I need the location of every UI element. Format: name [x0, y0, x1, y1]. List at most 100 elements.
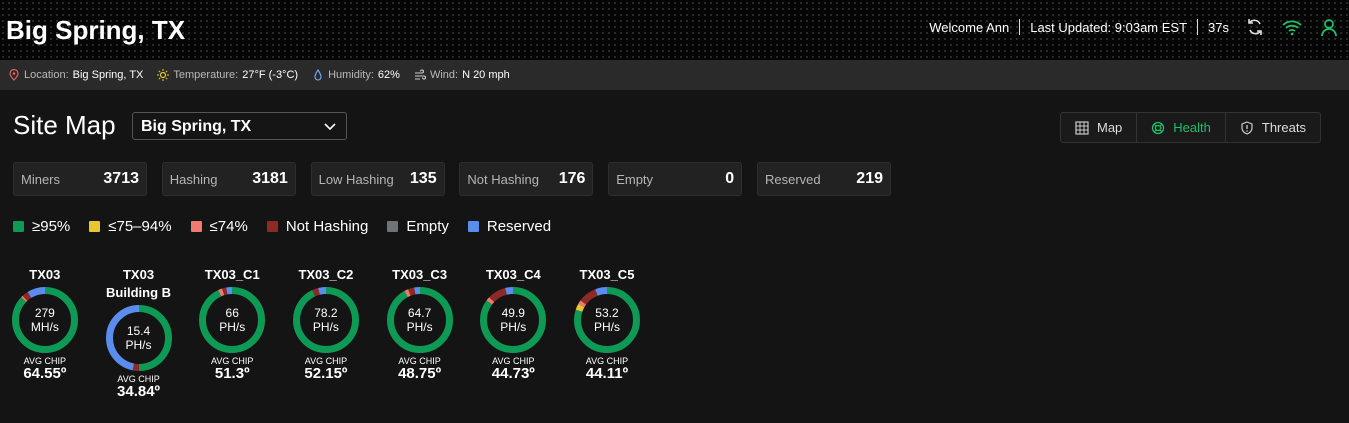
condition: Humidity: 62%	[312, 69, 400, 81]
legend-swatch	[266, 221, 278, 232]
stat-card: Low Hashing 135	[310, 162, 445, 196]
donut-segment	[11, 287, 78, 353]
page-title: Site Map	[13, 110, 116, 140]
legend-swatch	[467, 221, 479, 232]
legend-item: Empty	[387, 218, 449, 235]
hashrate: 64.7	[407, 306, 432, 320]
condition-label: Location:	[24, 69, 69, 81]
avg-chip-value: 64.55º	[23, 365, 67, 382]
view-tab[interactable]: Threats	[1226, 113, 1320, 142]
legend-swatch	[13, 221, 24, 232]
condition-value: 27°F (-3°C)	[242, 69, 299, 81]
condition-label: Temperature:	[173, 69, 239, 81]
hashrate-unit: PH/s	[406, 320, 433, 334]
tab-icon	[1075, 120, 1089, 135]
stat-card: Miners 3713	[13, 162, 147, 196]
legend-label: Reserved	[486, 218, 552, 235]
avg-chip-label: AVG CHIP	[211, 356, 254, 366]
stat-card: Not Hashing 176	[459, 162, 594, 196]
tab-icon	[1241, 120, 1253, 135]
donut-center: 49.9 PH/s	[480, 306, 546, 334]
legend-label: ≤75–94%	[108, 218, 172, 235]
site[interactable]: TX03 Building B 15.4 PH/s AVG CHIP 34.84º	[92, 266, 186, 400]
donut-chart	[11, 287, 78, 353]
donut-center: 279 MH/s	[12, 306, 78, 334]
last-updated: Last Updated: 9:03am EST	[1030, 19, 1188, 35]
view-tab[interactable]: Map	[1061, 113, 1138, 142]
condition-value: N 20 mph	[462, 69, 510, 81]
legend-item: ≥95%	[13, 218, 70, 235]
wifi-icon[interactable]	[1281, 17, 1303, 37]
hashrate-unit: PH/s	[312, 320, 339, 334]
site[interactable]: TX03_C3 64.7 PH/s AVG CHIP 48.75º	[373, 266, 467, 400]
site-name: TX03_C5	[579, 267, 635, 282]
stat-card: Empty 0	[608, 162, 743, 196]
hashrate-unit: PH/s	[125, 338, 152, 352]
donut: 279 MH/s	[11, 287, 78, 353]
legend-item: Reserved	[467, 218, 552, 235]
condition-icon	[414, 69, 426, 80]
conditions-bar: Location: Big Spring, TX Temperature: 27°F …	[0, 60, 1349, 90]
condition-icon	[314, 69, 322, 81]
site[interactable]: TX03_C2 78.2 PH/s AVG CHIP 52.15º	[279, 266, 373, 400]
site-name: TX03 Building B	[106, 267, 172, 300]
condition-label: Humidity:	[328, 69, 374, 81]
site-list: TX03 279 MH/s AVG CHIP 64.55º TX03 Building B…	[0, 266, 654, 400]
tab-icon	[1152, 121, 1165, 134]
hashrate: 66	[225, 306, 239, 320]
legend-label: Not Hashing	[285, 218, 369, 235]
separator	[1019, 19, 1021, 35]
avg-chip-label: AVG CHIP	[117, 374, 160, 384]
hashrate: 78.2	[314, 306, 338, 320]
user-icon[interactable]	[1319, 17, 1339, 37]
site-name: TX03_C2	[298, 267, 354, 282]
stat-label: Miners	[21, 171, 61, 187]
refresh-icon[interactable]	[1245, 17, 1265, 37]
donut: 78.2 PH/s	[292, 287, 359, 353]
tab-label: Map	[1097, 120, 1123, 135]
legend-item: ≤74%	[190, 218, 248, 235]
avg-chip-label: AVG CHIP	[304, 356, 348, 366]
stat-card: Reserved 219	[757, 162, 891, 196]
avg-chip-value: 34.84º	[117, 383, 161, 400]
selector-value: Big Spring, TX	[141, 118, 252, 135]
header: Big Spring, TX Welcome Ann Last Updated:…	[0, 0, 1349, 60]
stat-value: 3713	[103, 170, 139, 187]
donut-segment	[480, 287, 547, 353]
legend-label: ≤74%	[209, 218, 248, 235]
chevron-icon	[324, 123, 336, 131]
header-status: Welcome Ann Last Updated: 9:03am EST 37s	[929, 17, 1339, 37]
site[interactable]: TX03_C5 53.2 PH/s AVG CHIP 44.11º	[560, 266, 654, 400]
stat-label: Reserved	[765, 171, 821, 187]
site[interactable]: TX03_C1 66 PH/s AVG CHIP 51.3º	[185, 266, 279, 400]
avg-chip-value: 52.15º	[304, 365, 348, 382]
condition: Wind: N 20 mph	[414, 69, 510, 81]
donut-segment	[386, 287, 453, 353]
avg-chip-label: AVG CHIP	[492, 356, 535, 366]
avg-chip-value: 44.73º	[491, 365, 535, 382]
stat-value: 219	[856, 170, 883, 187]
site-name: TX03_C1	[204, 267, 260, 282]
donut-center: 78.2 PH/s	[293, 306, 359, 334]
donut-chart	[292, 287, 359, 353]
condition-value: Big Spring, TX	[72, 69, 144, 81]
donut-segment	[105, 305, 172, 371]
donut-chart	[573, 287, 640, 353]
site[interactable]: TX03 279 MH/s AVG CHIP 64.55º	[0, 266, 92, 400]
site-name: TX03	[29, 267, 61, 282]
site-selector[interactable]: Big Spring, TX	[132, 112, 347, 140]
donut-center: 53.2 PH/s	[574, 306, 640, 334]
hashrate-unit: PH/s	[219, 320, 246, 334]
avg-chip-label: AVG CHIP	[398, 356, 441, 366]
view-tab[interactable]: Health	[1137, 113, 1226, 142]
donut-center: 15.4 PH/s	[106, 324, 172, 352]
stat-value: 176	[558, 170, 586, 187]
separator	[1197, 19, 1199, 35]
site-title: Big Spring, TX	[6, 15, 186, 45]
site[interactable]: TX03_C4 49.9 PH/s AVG CHIP 44.73º	[466, 266, 560, 400]
legend-item: ≤75–94%	[89, 218, 172, 235]
condition: Location: Big Spring, TX	[8, 69, 143, 81]
hashrate: 49.9	[501, 306, 525, 320]
stat-label: Not Hashing	[467, 171, 539, 187]
